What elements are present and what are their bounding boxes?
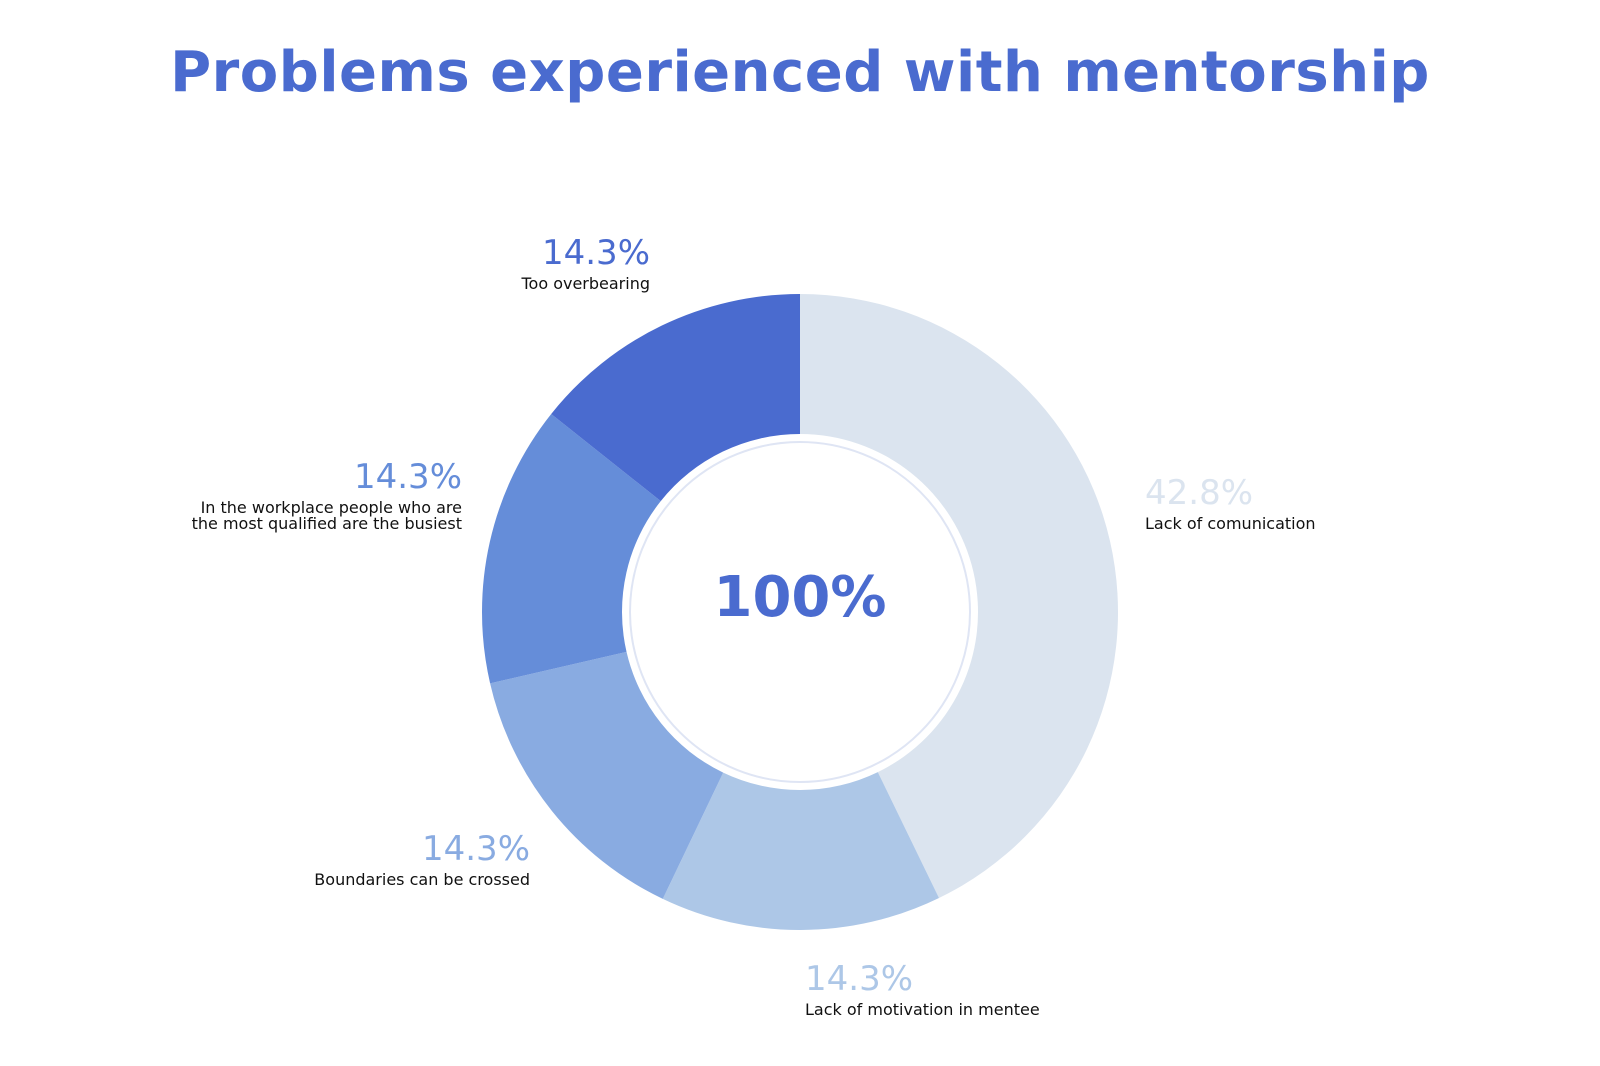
slice-label-boundaries: 14.3% Boundaries can be crossed <box>300 829 530 889</box>
slice-name: Boundaries can be crossed <box>314 869 530 889</box>
slice-label-too-overbearing: 14.3% Too overbearing <box>450 233 650 293</box>
inner-ring <box>629 441 971 783</box>
slice-value: 14.3% <box>541 233 650 273</box>
center-total-label: 100% <box>713 565 887 630</box>
slice-name: Lack of comunication <box>1145 513 1316 533</box>
slice-label-lack-of-motivation: 14.3% Lack of motivation in mentee <box>805 959 1040 1019</box>
slice-value: 14.3% <box>805 959 914 999</box>
donut-slice-2 <box>490 651 724 899</box>
slice-name: Too overbearing <box>521 273 650 293</box>
slice-value: 14.3% <box>353 457 462 497</box>
donut-slice-3 <box>482 413 661 684</box>
donut-slice-4 <box>551 294 800 502</box>
slice-value: 14.3% <box>421 829 530 869</box>
slice-value: 42.8% <box>1145 473 1254 513</box>
slice-label-lack-of-comunication: 42.8% Lack of comunication <box>1145 473 1316 533</box>
slice-label-workplace-busiest: 14.3% In the workplace people who are th… <box>180 457 462 534</box>
donut-slice-0 <box>800 294 1118 899</box>
slice-name: In the workplace people who are the most… <box>191 497 462 534</box>
slice-name: Lack of motivation in mentee <box>805 999 1040 1019</box>
chart-title: Problems experienced with mentorship <box>170 40 1430 105</box>
donut-slice-1 <box>662 772 940 930</box>
